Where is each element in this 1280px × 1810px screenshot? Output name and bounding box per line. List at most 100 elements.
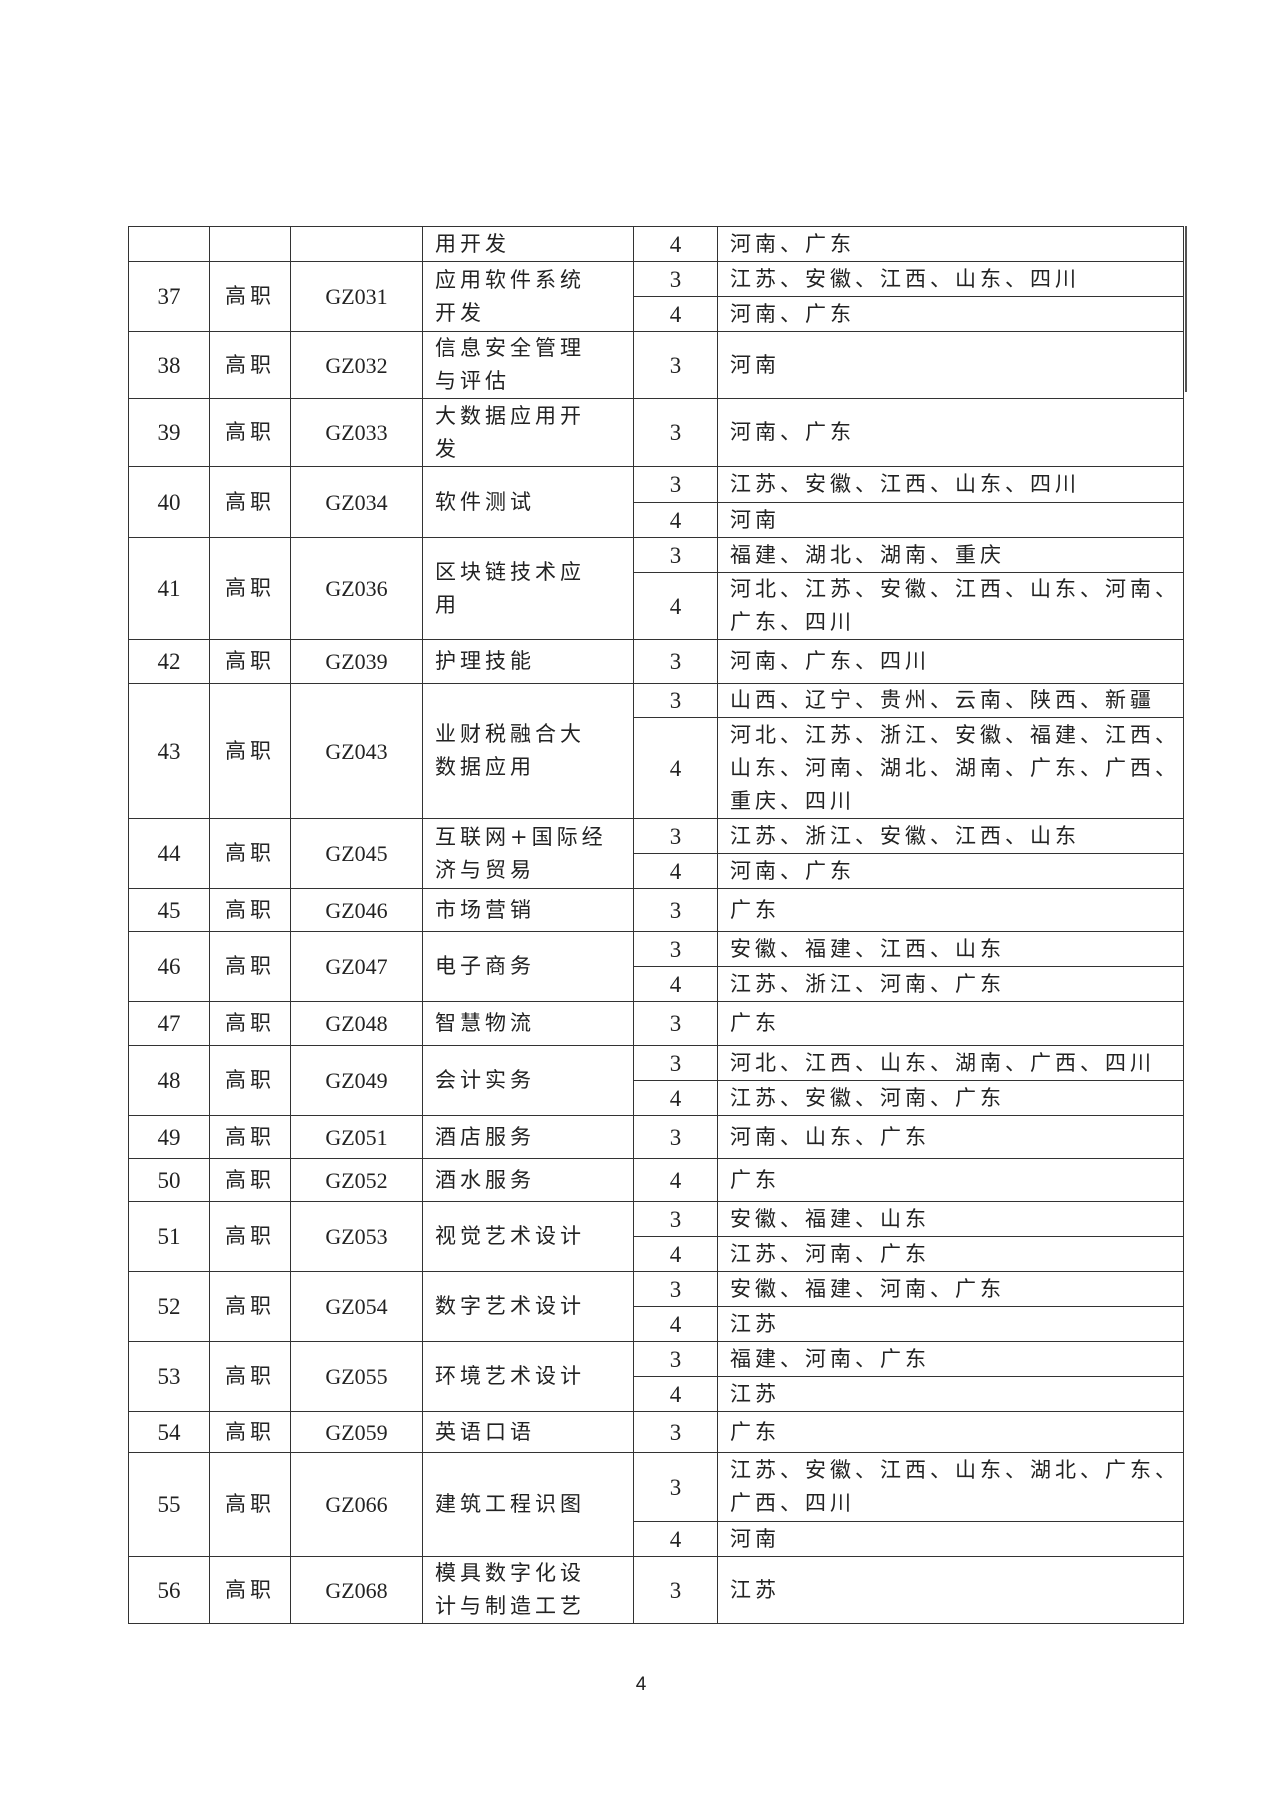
years-cell: 3 bbox=[633, 466, 718, 503]
provinces-cell: 河南、广东、四川 bbox=[717, 639, 1184, 684]
table-row: 51 高职 GZ053 视觉艺术设计 3 安徽、福建、山东 bbox=[128, 1201, 1184, 1272]
code-cell: GZ032 bbox=[290, 331, 423, 399]
competition-name-cell: 环境艺术设计 bbox=[422, 1341, 634, 1412]
competition-name-cell: 视觉艺术设计 bbox=[422, 1201, 634, 1272]
years-cell: 3 bbox=[633, 888, 718, 932]
table-row: 43 高职 GZ043 业财税融合大 数据应用 3 山西、辽宁、贵州、云南、陕西、新疆 bbox=[128, 683, 1184, 819]
level-cell: 高职 bbox=[209, 931, 291, 1002]
table-subrow: 4 江苏、安徽、河南、广东 bbox=[129, 1080, 1184, 1116]
provinces-cell: 河南、广东 bbox=[717, 226, 1184, 262]
code-cell: GZ045 bbox=[290, 818, 423, 889]
table-row: 41 高职 GZ036 区块链技术应 用 3 福建、湖北、湖南、重庆 bbox=[128, 537, 1184, 640]
level-cell bbox=[209, 226, 291, 262]
competition-name-cell: 模具数字化设 计与制造工艺 bbox=[422, 1556, 634, 1624]
years-cell: 4 bbox=[633, 1376, 718, 1412]
row-number: 47 bbox=[128, 1001, 210, 1046]
provinces-cell: 江苏 bbox=[717, 1376, 1184, 1412]
provinces-cell: 广东 bbox=[717, 1411, 1184, 1453]
provinces-cell: 安徽、福建、江西、山东 bbox=[717, 931, 1184, 967]
code-cell: GZ066 bbox=[290, 1452, 423, 1557]
provinces-cell: 河南 bbox=[717, 502, 1184, 538]
provinces-cell: 江苏 bbox=[717, 1556, 1184, 1624]
table-row: 45 高职 GZ046 市场营销 3 广东 bbox=[128, 888, 1184, 932]
row-number: 55 bbox=[128, 1452, 210, 1557]
code-cell: GZ059 bbox=[290, 1411, 423, 1453]
competition-name-cell: 软件测试 bbox=[422, 466, 634, 538]
table-subrow: 4 江苏 bbox=[129, 1306, 1184, 1342]
provinces-cell: 河南 bbox=[717, 1521, 1184, 1557]
code-cell: GZ043 bbox=[290, 683, 423, 819]
competition-name-cell: 英语口语 bbox=[422, 1411, 634, 1453]
years-cell: 4 bbox=[633, 853, 718, 889]
years-cell: 3 bbox=[633, 1411, 718, 1453]
years-cell: 4 bbox=[633, 226, 718, 262]
row-number: 46 bbox=[128, 931, 210, 1002]
provinces-cell: 河南、广东 bbox=[717, 853, 1184, 889]
competition-name-cell: 应用软件系统 开发 bbox=[422, 261, 634, 332]
provinces-cell: 山西、辽宁、贵州、云南、陕西、新疆 bbox=[717, 683, 1184, 718]
code-cell: GZ049 bbox=[290, 1045, 423, 1116]
code-cell: GZ068 bbox=[290, 1556, 423, 1624]
code-cell: GZ047 bbox=[290, 931, 423, 1002]
years-cell: 4 bbox=[633, 502, 718, 538]
level-cell: 高职 bbox=[209, 331, 291, 399]
provinces-cell: 江苏、安徽、河南、广东 bbox=[717, 1080, 1184, 1116]
years-cell: 3 bbox=[633, 1452, 718, 1522]
years-cell: 3 bbox=[633, 1201, 718, 1237]
level-cell: 高职 bbox=[209, 683, 291, 819]
row-number: 54 bbox=[128, 1411, 210, 1453]
table-row: 40 高职 GZ034 软件测试 3 江苏、安徽、江西、山东、四川 bbox=[128, 466, 1184, 538]
level-cell: 高职 bbox=[209, 888, 291, 932]
table-row: 44 高职 GZ045 互联网+国际经 济与贸易 3 江苏、浙江、安徽、江西、山东 bbox=[128, 818, 1184, 889]
code-cell: GZ055 bbox=[290, 1341, 423, 1412]
competition-name-cell: 电子商务 bbox=[422, 931, 634, 1002]
level-cell: 高职 bbox=[209, 1452, 291, 1557]
level-cell: 高职 bbox=[209, 261, 291, 332]
table-row: 53 高职 GZ055 环境艺术设计 3 福建、河南、广东 bbox=[128, 1341, 1184, 1412]
competition-name-cell: 护理技能 bbox=[422, 639, 634, 684]
table-subrow: 4 江苏、河南、广东 bbox=[129, 1236, 1184, 1272]
competition-name-cell: 酒水服务 bbox=[422, 1158, 634, 1202]
years-cell: 4 bbox=[633, 572, 718, 640]
level-cell: 高职 bbox=[209, 1341, 291, 1412]
years-cell: 3 bbox=[633, 1001, 718, 1046]
provinces-cell: 江苏、安徽、江西、山东、四川 bbox=[717, 466, 1184, 503]
years-cell: 3 bbox=[633, 1556, 718, 1624]
years-cell: 4 bbox=[633, 1080, 718, 1116]
level-cell: 高职 bbox=[209, 1411, 291, 1453]
row-number: 51 bbox=[128, 1201, 210, 1272]
competition-name-cell: 互联网+国际经 济与贸易 bbox=[422, 818, 634, 889]
competition-name-cell: 建筑工程识图 bbox=[422, 1452, 634, 1557]
table-subrow: 4 河北、江苏、浙江、安徽、福建、江西、 山东、河南、湖北、湖南、广东、广西、 重… bbox=[129, 717, 1184, 819]
code-cell: GZ046 bbox=[290, 888, 423, 932]
provinces-cell: 福建、湖北、湖南、重庆 bbox=[717, 537, 1184, 573]
competition-name-cell: 智慧物流 bbox=[422, 1001, 634, 1046]
provinces-cell: 江苏、浙江、河南、广东 bbox=[717, 966, 1184, 1002]
row-number: 41 bbox=[128, 537, 210, 640]
code-cell bbox=[290, 226, 423, 262]
table-subrow: 4 河北、江苏、安徽、江西、山东、河南、 广东、四川 bbox=[129, 572, 1184, 640]
provinces-cell: 广东 bbox=[717, 1001, 1184, 1046]
table-row: 52 高职 GZ054 数字艺术设计 3 安徽、福建、河南、广东 bbox=[128, 1271, 1184, 1342]
table-row: 49 高职 GZ051 酒店服务 3 河南、山东、广东 bbox=[128, 1115, 1184, 1159]
level-cell: 高职 bbox=[209, 1201, 291, 1272]
competition-name-cell: 信息安全管理 与评估 bbox=[422, 331, 634, 399]
table-row: 54 高职 GZ059 英语口语 3 广东 bbox=[128, 1411, 1184, 1453]
years-cell: 4 bbox=[633, 1158, 718, 1202]
row-number bbox=[128, 226, 210, 262]
competition-name-cell: 区块链技术应 用 bbox=[422, 537, 634, 640]
years-cell: 3 bbox=[633, 537, 718, 573]
competition-name-cell: 酒店服务 bbox=[422, 1115, 634, 1159]
table-row: 39 高职 GZ033 大数据应用开 发 3 河南、广东 bbox=[128, 398, 1184, 467]
provinces-cell: 河南、山东、广东 bbox=[717, 1115, 1184, 1159]
code-cell: GZ048 bbox=[290, 1001, 423, 1046]
provinces-cell: 江苏、安徽、江西、山东、湖北、广东、 广西、四川 bbox=[717, 1452, 1184, 1522]
row-number: 38 bbox=[128, 331, 210, 399]
years-cell: 4 bbox=[633, 296, 718, 332]
years-cell: 3 bbox=[633, 398, 718, 467]
competition-name-cell: 数字艺术设计 bbox=[422, 1271, 634, 1342]
row-number: 39 bbox=[128, 398, 210, 467]
years-cell: 3 bbox=[633, 1271, 718, 1307]
provinces-cell: 江苏、浙江、安徽、江西、山东 bbox=[717, 818, 1184, 854]
level-cell: 高职 bbox=[209, 537, 291, 640]
